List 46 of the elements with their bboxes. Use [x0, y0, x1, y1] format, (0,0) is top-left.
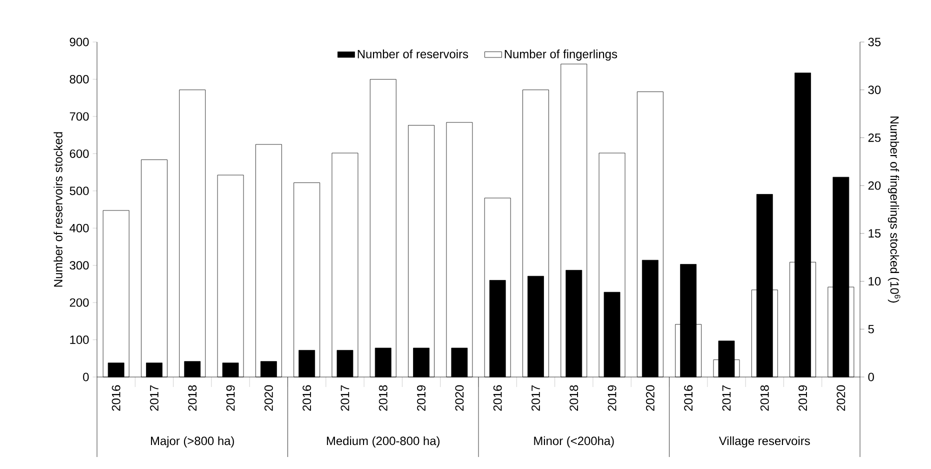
y2-tick-label: 25 — [868, 133, 881, 142]
y2-tick-label: 0 — [868, 372, 874, 382]
x-tick-label: 2018 — [188, 385, 197, 411]
y-tick-label: 700 — [70, 112, 89, 121]
y-tick-label: 900 — [70, 38, 89, 46]
text: Minor (<200ha) — [534, 436, 614, 448]
y-tick-label: 200 — [70, 298, 89, 307]
x-tick-label: 2020 — [836, 385, 846, 411]
y2-axis-title: Number of fingerlings stocked (10$^{6}$) — [888, 116, 900, 303]
x-tick-label: 2020 — [455, 385, 464, 411]
y-tick-label: 300 — [70, 261, 89, 270]
x-tick-label: 2019 — [417, 385, 426, 411]
y-axis-title: Number of reservoirs stocked — [54, 132, 62, 287]
x-tick-label: 2016 — [684, 385, 693, 411]
y-tick-label: 600 — [70, 149, 89, 158]
y2-tick-label: 30 — [868, 86, 881, 94]
y2-tick-label: 20 — [868, 181, 881, 190]
y-tick-label: 0 — [83, 372, 89, 382]
x-tick-label: 2018 — [570, 385, 578, 411]
x-tick-label: 2017 — [722, 385, 731, 411]
x-tick-label: 2019 — [226, 385, 235, 411]
y2-tick-label: 10 — [868, 277, 881, 286]
y-tick-label: 100 — [70, 336, 89, 344]
legend-label: Number of reservoirs — [358, 50, 468, 58]
x-tick-label: 2017 — [340, 385, 350, 411]
x-tick-label: 2019 — [798, 385, 808, 411]
x-tick-label: 2016 — [112, 385, 120, 411]
x-tick-label: 2016 — [302, 385, 312, 411]
y2-tick-label: 35 — [868, 38, 881, 46]
x-tick-label: 2016 — [493, 385, 502, 411]
y-tick-label: 500 — [70, 186, 89, 196]
y2-tick-label: 5 — [868, 324, 874, 334]
text: Village reservoirs — [718, 436, 810, 448]
text: Major (>800 ha) — [151, 436, 234, 448]
legend-label: Number of fingerlings — [504, 50, 618, 61]
y-tick-label: 400 — [70, 224, 89, 232]
x-tick-label: 2017 — [150, 385, 158, 411]
x-tick-label: 2018 — [378, 385, 388, 411]
x-tick-label: 2017 — [532, 385, 540, 411]
x-tick-label: 2019 — [608, 385, 616, 411]
x-tick-label: 2020 — [646, 385, 654, 411]
text: Medium (200-800 ha) — [326, 436, 440, 448]
y2-tick-label: 15 — [868, 229, 881, 238]
y-tick-label: 800 — [70, 74, 89, 84]
x-tick-label: 2018 — [760, 385, 769, 411]
x-tick-label: 2020 — [264, 385, 273, 411]
